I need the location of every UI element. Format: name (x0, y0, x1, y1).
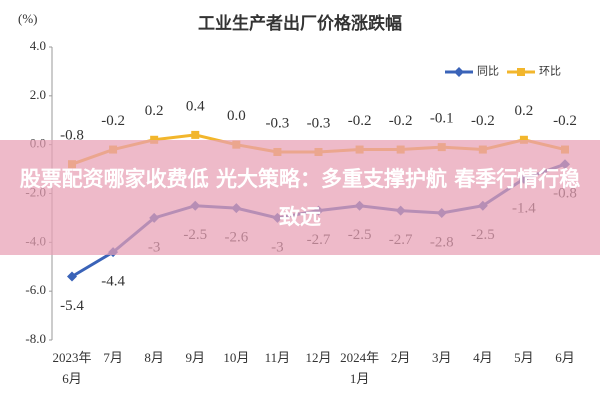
data-label: -0.2 (389, 113, 413, 129)
x-tick-label: 10月 (223, 350, 250, 365)
point (519, 135, 528, 144)
overlay-text: 股票配资哪家收费低 光大策略：多重支撑护航 春季行情行稳致远 (19, 167, 581, 229)
legend-marker (517, 68, 525, 76)
data-label: 0.4 (186, 98, 205, 114)
legend-label: 同比 (477, 65, 499, 78)
data-label: 0.2 (515, 103, 534, 119)
data-label: -4.4 (101, 274, 125, 290)
data-label: 0.0 (227, 108, 246, 124)
x-tick-label: 9月 (185, 350, 205, 365)
y-tick-label: -8.0 (25, 331, 46, 346)
overlay-banner: 股票配资哪家收费低 光大策略：多重支撑护航 春季行情行稳致远 (0, 140, 600, 255)
x-tick-label: 3月 (431, 350, 452, 365)
data-label: -0.2 (348, 113, 372, 129)
data-label: 0.2 (145, 103, 164, 119)
y-tick-label: 4.0 (30, 38, 46, 53)
y-tick-label: -6.0 (25, 282, 46, 297)
x-tick-label: 11月 (264, 350, 291, 365)
x-tick-label: 2月 (390, 350, 411, 365)
x-tick-label: 2024年 1月 (340, 350, 380, 386)
y-unit: (%) (18, 11, 38, 26)
x-tick-label: 4月 (473, 350, 493, 365)
data-label: -0.8 (60, 128, 84, 144)
x-tick-label: 8月 (144, 350, 164, 365)
legend-label: 环比 (539, 65, 561, 78)
y-tick-label: 2.0 (30, 87, 46, 102)
data-label: -0.1 (430, 111, 454, 127)
data-label: -0.2 (553, 113, 577, 129)
data-label: -5.4 (60, 298, 84, 314)
x-tick-label: 2023年 6月 (52, 350, 92, 386)
x-tick-label: 6月 (555, 350, 575, 365)
data-label: -0.3 (266, 115, 290, 131)
data-label: -0.3 (307, 115, 331, 131)
data-label: -0.2 (471, 113, 495, 129)
x-tick-label: 7月 (103, 350, 123, 365)
x-tick-label: 12月 (305, 350, 332, 365)
x-tick-label: 5月 (514, 350, 534, 365)
chart-title: 工业生产者出厂价格涨跌幅 (198, 13, 402, 34)
legend-marker (454, 67, 464, 77)
point (150, 135, 159, 144)
point (67, 271, 77, 282)
point (191, 130, 200, 139)
data-label: -0.2 (101, 113, 125, 129)
